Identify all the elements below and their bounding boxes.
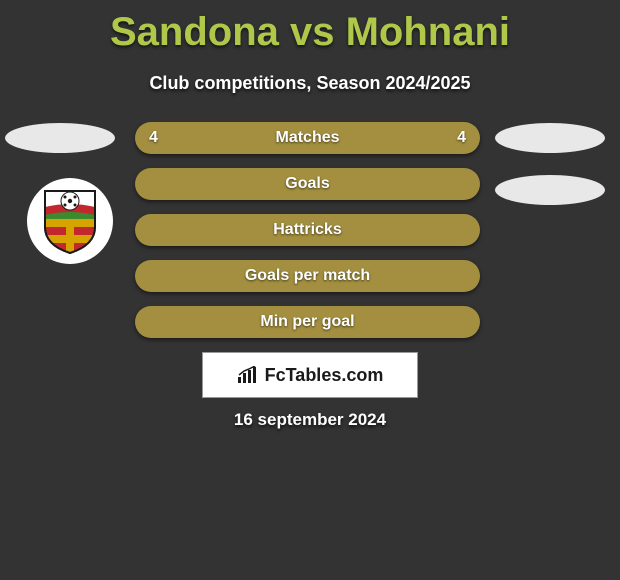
- stat-bar-goals-per-match: Goals per match: [135, 260, 480, 292]
- brand-text: FcTables.com: [265, 365, 384, 386]
- stat-label: Goals per match: [245, 267, 370, 285]
- team2-placeholder-top: [495, 123, 605, 153]
- page-title: Sandona vs Mohnani: [0, 0, 620, 55]
- stat-bar-min-per-goal: Min per goal: [135, 306, 480, 338]
- team2-placeholder-bottom: [495, 175, 605, 205]
- stats-bars: 4 Matches 4 Goals Hattricks Goals per ma…: [135, 122, 480, 352]
- stat-label: Matches: [275, 129, 339, 147]
- stat-right-value: 4: [457, 129, 466, 147]
- stat-bar-matches: 4 Matches 4: [135, 122, 480, 154]
- brand-badge: FcTables.com: [202, 352, 418, 398]
- team1-club-logo: [27, 178, 113, 264]
- page-subtitle: Club competitions, Season 2024/2025: [0, 73, 620, 94]
- date-label: 16 september 2024: [0, 410, 620, 430]
- stat-bar-goals: Goals: [135, 168, 480, 200]
- bar-chart-icon: [237, 366, 259, 384]
- stat-label: Hattricks: [273, 221, 341, 239]
- team1-placeholder-top: [5, 123, 115, 153]
- stat-label: Min per goal: [260, 313, 354, 331]
- stat-label: Goals: [285, 175, 329, 193]
- club-shield-icon: [41, 187, 99, 255]
- stat-bar-hattricks: Hattricks: [135, 214, 480, 246]
- stat-left-value: 4: [149, 129, 158, 147]
